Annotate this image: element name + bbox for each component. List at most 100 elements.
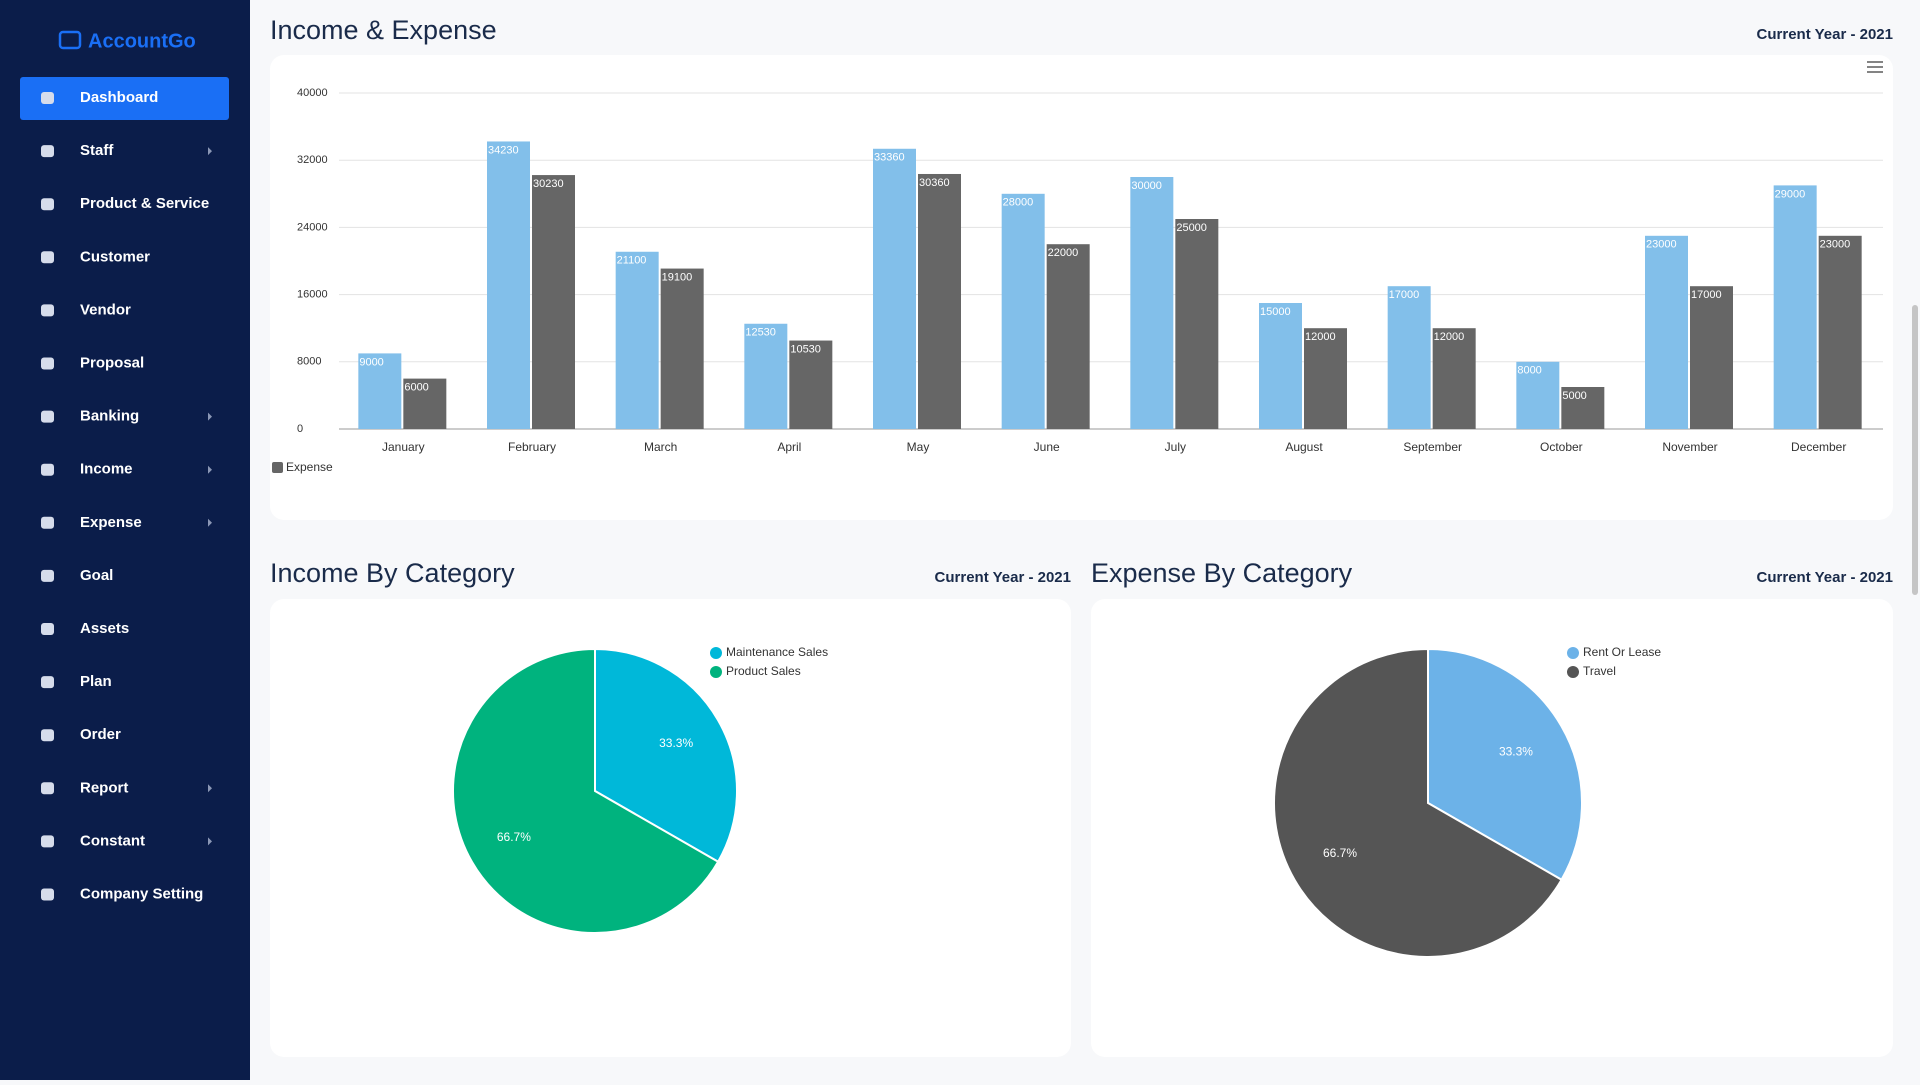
legend-label[interactable]: Expense (286, 460, 333, 474)
data-label: 34230 (488, 144, 519, 156)
bar[interactable] (358, 353, 402, 429)
nav-item[interactable]: Customer (80, 248, 150, 265)
x-tick-label: October (1540, 440, 1583, 454)
bar[interactable] (873, 148, 916, 429)
nav-item[interactable]: Assets (80, 620, 129, 637)
bar[interactable] (1432, 328, 1476, 429)
data-label: 12530 (745, 327, 776, 339)
nav-item[interactable]: Goal (80, 567, 113, 584)
nav-item[interactable]: Banking (80, 408, 139, 425)
data-label: 19100 (662, 271, 693, 283)
x-tick-label: February (508, 440, 556, 454)
data-label: 17000 (1389, 289, 1420, 301)
nav-item[interactable]: Report (80, 779, 128, 796)
bar[interactable] (1516, 361, 1560, 429)
chevron (208, 518, 212, 527)
nav-icon (41, 569, 54, 582)
nav-item[interactable]: Income (80, 461, 133, 478)
pie-slice[interactable] (452, 647, 720, 934)
legend-label[interactable]: Product Sales (726, 664, 801, 678)
chevron (208, 837, 212, 846)
legend-label[interactable]: Maintenance Sales (726, 645, 828, 659)
legend-swatch[interactable] (272, 462, 283, 473)
bar[interactable] (1773, 185, 1817, 429)
bar[interactable] (1304, 328, 1347, 429)
bar[interactable] (487, 141, 530, 429)
nav-item[interactable]: Plan (80, 673, 112, 690)
data-label: 23000 (1820, 239, 1851, 251)
nav-icon (41, 357, 54, 370)
bar[interactable] (1001, 193, 1045, 429)
nav-active[interactable] (20, 77, 229, 120)
pie-slice[interactable] (1273, 647, 1563, 958)
nav-item[interactable]: Staff (80, 142, 114, 159)
nav-icon (41, 304, 54, 317)
bar[interactable] (660, 268, 704, 429)
nav-icon (41, 782, 54, 795)
data-label: 33360 (874, 152, 905, 164)
bar[interactable] (1561, 387, 1605, 429)
bar[interactable] (1690, 286, 1733, 429)
brand: AccountGo (88, 30, 196, 52)
y-tick-label: 0 (297, 423, 303, 435)
legend-swatch[interactable] (1567, 647, 1579, 659)
bar[interactable] (1130, 177, 1174, 429)
y-tick-label: 32000 (297, 154, 328, 166)
nav-item[interactable]: Proposal (80, 354, 144, 371)
bar[interactable] (1259, 303, 1302, 429)
chart-subtitle: Current Year - 2021 (1757, 569, 1893, 586)
bar[interactable] (1645, 235, 1688, 429)
legend-label[interactable]: Rent Or Lease (1583, 645, 1661, 659)
nav-item[interactable]: Product & Service (80, 195, 209, 212)
bar[interactable] (918, 173, 961, 429)
x-tick-label: August (1285, 440, 1323, 454)
bar[interactable] (1818, 235, 1862, 429)
bar[interactable] (789, 340, 833, 429)
nav-item[interactable]: Constant (80, 832, 145, 849)
data-label: 30360 (919, 177, 950, 189)
menu-icon[interactable] (1867, 61, 1883, 73)
nav-icon (41, 835, 54, 848)
nav-icon (41, 516, 54, 529)
data-label: 23000 (1646, 239, 1677, 251)
legend-swatch[interactable] (1567, 666, 1579, 678)
bar[interactable] (615, 251, 659, 429)
nav-item[interactable]: Vendor (80, 301, 131, 318)
data-label: 33.3% (1499, 744, 1533, 758)
data-label: 33.3% (659, 736, 693, 750)
bar[interactable] (1175, 219, 1219, 429)
nav-item[interactable]: Expense (80, 514, 142, 531)
pie-slice[interactable] (594, 647, 738, 864)
nav-icon (41, 92, 54, 104)
data-label: 21100 (617, 255, 647, 267)
chevron (208, 412, 212, 421)
bar[interactable] (532, 175, 575, 429)
data-label: 6000 (404, 382, 428, 394)
legend-label[interactable]: Travel (1583, 664, 1616, 678)
x-tick-label: July (1165, 440, 1186, 454)
data-label: 29000 (1775, 188, 1806, 200)
nav-icon (41, 251, 54, 264)
bar[interactable] (1046, 244, 1090, 429)
nav-icon (41, 410, 54, 423)
bar[interactable] (1387, 286, 1431, 429)
chevron (208, 784, 212, 793)
nav-icon (41, 198, 54, 211)
nav-item[interactable]: Dashboard (80, 89, 158, 106)
pie-slice[interactable] (1427, 647, 1584, 882)
legend-swatch[interactable] (710, 666, 722, 678)
data-label: 5000 (1562, 390, 1586, 402)
data-label: 15000 (1260, 306, 1291, 318)
nav-item[interactable]: Company Setting (80, 885, 203, 902)
x-tick-label: January (382, 440, 425, 454)
bar[interactable] (403, 378, 447, 429)
y-tick-label: 40000 (297, 87, 328, 99)
legend-swatch[interactable] (710, 647, 722, 659)
scrollbar[interactable] (1912, 305, 1918, 595)
bar[interactable] (744, 323, 788, 429)
data-label: 12000 (1305, 331, 1336, 343)
nav-item[interactable]: Order (80, 726, 121, 743)
data-label: 66.7% (1323, 846, 1357, 860)
